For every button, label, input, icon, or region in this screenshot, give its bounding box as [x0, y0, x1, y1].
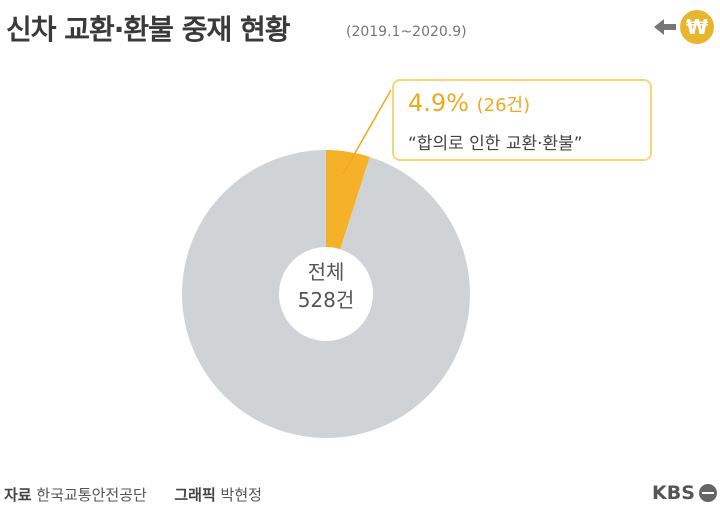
donut-hole [279, 247, 373, 341]
footer-credits: 자료 한국교통안전공단 그래픽 박현정 [4, 484, 262, 505]
callout-label: “합의로 인한 교환·환불” [408, 134, 583, 154]
center-line1: 전체 [307, 260, 345, 284]
callout-percent: 4.9% [408, 89, 469, 117]
won-icon: ₩ [680, 10, 714, 44]
kbs-logo: KBS [652, 482, 717, 504]
kbs-logo-text: KBS [652, 482, 695, 504]
callout-count: (26건) [476, 95, 531, 116]
graphic-label: 그래픽 [174, 486, 216, 504]
graphic-author: 박현정 [220, 486, 262, 504]
kbs-dot-icon [698, 484, 717, 502]
top-icons: ₩ [652, 10, 714, 46]
callout-value: 4.9% (26건) [408, 89, 530, 117]
arrow-left-icon[interactable] [652, 10, 678, 44]
source-name: 한국교통안전공단 [36, 486, 147, 504]
page-title: 신차 교환·환불 중재 현황 [6, 13, 290, 46]
period-label: (2019.1~2020.9) [346, 24, 467, 40]
center-total: 528건 [297, 288, 355, 312]
callout-box: 4.9% (26건) “합의로 인한 교환·환불” [392, 79, 652, 161]
callout-leader-line [342, 89, 392, 175]
donut-center-label: 전체 528건 [271, 258, 381, 314]
source-label: 자료 [4, 486, 32, 504]
